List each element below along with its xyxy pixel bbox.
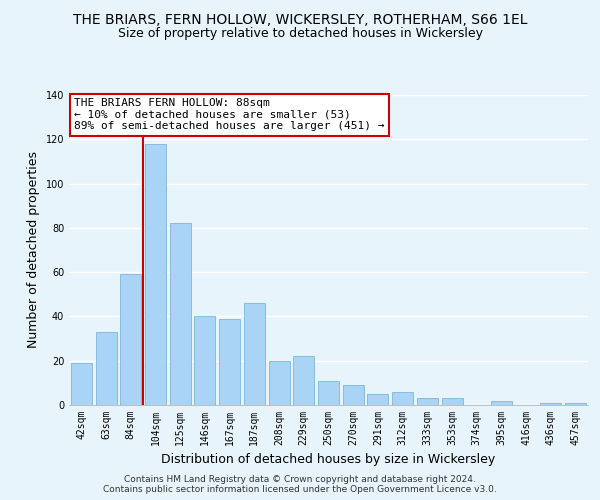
Bar — [71, 363, 92, 405]
Text: THE BRIARS FERN HOLLOW: 88sqm
← 10% of detached houses are smaller (53)
89% of s: THE BRIARS FERN HOLLOW: 88sqm ← 10% of d… — [74, 98, 385, 132]
Bar — [95, 332, 116, 405]
Bar — [541, 403, 562, 405]
Bar — [194, 316, 215, 405]
Text: THE BRIARS, FERN HOLLOW, WICKERSLEY, ROTHERHAM, S66 1EL: THE BRIARS, FERN HOLLOW, WICKERSLEY, ROT… — [73, 12, 527, 26]
Bar — [318, 380, 339, 405]
Y-axis label: Number of detached properties: Number of detached properties — [27, 152, 40, 348]
Bar — [120, 274, 141, 405]
Text: Contains public sector information licensed under the Open Government Licence v3: Contains public sector information licen… — [103, 485, 497, 494]
Bar — [170, 224, 191, 405]
Text: Size of property relative to detached houses in Wickersley: Size of property relative to detached ho… — [118, 28, 482, 40]
Bar — [392, 392, 413, 405]
Bar — [565, 403, 586, 405]
Bar — [219, 318, 240, 405]
Bar — [293, 356, 314, 405]
Bar — [367, 394, 388, 405]
Bar — [244, 303, 265, 405]
Bar — [145, 144, 166, 405]
Bar — [442, 398, 463, 405]
Bar — [491, 400, 512, 405]
X-axis label: Distribution of detached houses by size in Wickersley: Distribution of detached houses by size … — [161, 454, 496, 466]
Bar — [269, 360, 290, 405]
Text: Contains HM Land Registry data © Crown copyright and database right 2024.: Contains HM Land Registry data © Crown c… — [124, 475, 476, 484]
Bar — [343, 385, 364, 405]
Bar — [417, 398, 438, 405]
